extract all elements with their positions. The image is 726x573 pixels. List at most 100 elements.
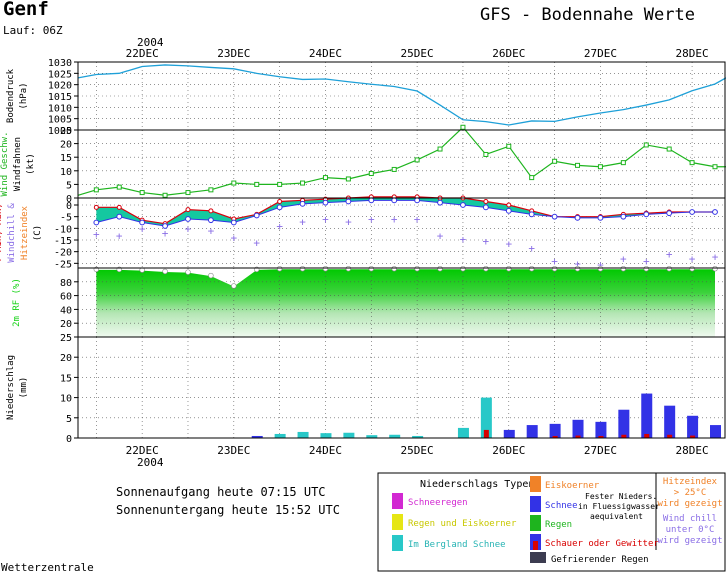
legend-swatch-ice-pellets: [530, 476, 541, 492]
run-label: Lauf: 06Z: [3, 24, 63, 37]
legend-swatch-snow: [530, 496, 541, 512]
wind-point: [185, 190, 191, 196]
windchill-mark: +: [505, 238, 512, 251]
rh-point: [528, 265, 535, 272]
y-axis-label: T-Min, Max,: [0, 203, 4, 263]
tmin-point: [505, 207, 512, 214]
tmin-point: [437, 199, 443, 206]
x-tick-label-top: 28DEC: [676, 47, 709, 60]
windchill-mark: +: [231, 232, 238, 245]
windchill-mark: +: [162, 227, 169, 240]
tmin-point: [551, 213, 558, 220]
location-title: Genf: [3, 0, 49, 20]
wind-point: [322, 175, 328, 181]
temperature-panel: -25-20-15-10-50T-Min, Max, Windchill & Hit…: [0, 194, 726, 272]
wind-point: [391, 166, 397, 172]
wind-line: [77, 126, 726, 196]
wind-point: [368, 171, 374, 177]
y-axis-label: (C): [33, 225, 43, 241]
legend-label-freezing-rain2: Gefrierender Regen: [551, 555, 649, 565]
tmin-point: [414, 197, 421, 204]
precip-bar: [297, 431, 309, 438]
precip-bar: [664, 405, 676, 438]
tmin-point: [620, 213, 627, 220]
wind-point: [643, 142, 649, 148]
year-label-top: 2004: [137, 36, 164, 49]
y-tick-label: 10: [60, 167, 72, 178]
tmin-point: [345, 198, 352, 205]
y-tick-label: 1005: [48, 115, 72, 126]
windchill-mark: +: [391, 213, 398, 226]
legend-chill-2: unter 0°C: [666, 525, 715, 535]
legend-chill-1: Wind chill: [663, 514, 717, 524]
windchill-mark: +: [437, 229, 444, 242]
y-axis-label: Wind Geschw.: [0, 131, 10, 196]
legend-note-3: aequivalent: [590, 512, 643, 521]
tmax-line: [96, 196, 716, 225]
x-tick-label-bottom: 23DEC: [217, 444, 250, 457]
panel-border: [77, 61, 726, 131]
y-tick-label: 5: [66, 414, 72, 425]
x-tick-label-bottom: 22DEC: [126, 444, 159, 457]
windchill-mark: +: [276, 220, 283, 233]
rh-point: [299, 265, 306, 272]
windchill-mark: +: [666, 248, 673, 261]
x-tick-label-bottom: 28DEC: [676, 444, 709, 457]
rh-point: [666, 265, 672, 272]
x-tick-label-top: 23DEC: [217, 47, 250, 60]
shower-bar: [690, 435, 696, 438]
precip-bar: [687, 415, 699, 438]
y-tick-label: -10: [54, 224, 72, 235]
year-label-bottom: 2004: [137, 456, 164, 469]
tmax-point: [277, 199, 283, 204]
rh-line: [96, 268, 716, 287]
y-axis-label: Windchill &: [7, 203, 17, 263]
wind-point: [139, 190, 145, 196]
x-tick-label-bottom: 27DEC: [584, 444, 617, 457]
tmax-point: [93, 204, 99, 210]
legend-heat-2: > 25°C: [674, 488, 707, 498]
legend-label-rain: Regen: [545, 520, 572, 530]
shower-bar: [667, 434, 673, 438]
wind-point: [300, 180, 306, 186]
wind-point: [437, 146, 443, 152]
y-tick-label: 0: [66, 201, 72, 212]
shower-bar: [575, 435, 581, 438]
tmax-point: [208, 208, 214, 214]
tmin-point: [482, 204, 489, 211]
precip-bar: [251, 435, 263, 438]
legend-label-rain-ice: Regen und Eiskoerner: [408, 519, 517, 529]
precip-bar: [480, 397, 492, 438]
tmin-point: [162, 223, 168, 229]
precip-bar: [366, 435, 378, 438]
tmin-point: [712, 209, 718, 215]
windchill-mark: +: [643, 255, 650, 268]
windchill-mark: +: [689, 253, 696, 266]
chart-title: GFS - Bodennahe Werte: [480, 5, 695, 25]
precip-bar: [618, 409, 630, 438]
rh-point: [322, 265, 329, 272]
tmin-point: [185, 216, 191, 222]
windchill-mark: +: [185, 222, 192, 235]
legend-label-shower: Schauer oder Gewitter: [545, 539, 659, 549]
windchill-mark: +: [574, 257, 581, 270]
legend-swatch-freezing-rain2: [530, 552, 546, 563]
windchill-mark: +: [208, 225, 215, 238]
windchill-mark: +: [139, 222, 146, 235]
tmin-point: [322, 199, 329, 206]
windchill-mark: +: [368, 213, 375, 226]
y-tick-label: 1025: [48, 69, 72, 80]
y-axis-label: (mm): [19, 377, 29, 399]
precip-bar: [389, 434, 401, 438]
y-tick-label: 1020: [48, 81, 72, 92]
y-tick-label: 20: [60, 140, 72, 151]
y-tick-label: 0: [66, 434, 72, 445]
y-tick-label: 10: [60, 394, 72, 405]
tmin-point: [299, 200, 306, 207]
precip-bar: [595, 421, 607, 438]
tmin-point: [207, 217, 214, 224]
tmin-point: [689, 209, 695, 215]
rh-point: [460, 265, 466, 272]
panel-border: [77, 336, 726, 439]
